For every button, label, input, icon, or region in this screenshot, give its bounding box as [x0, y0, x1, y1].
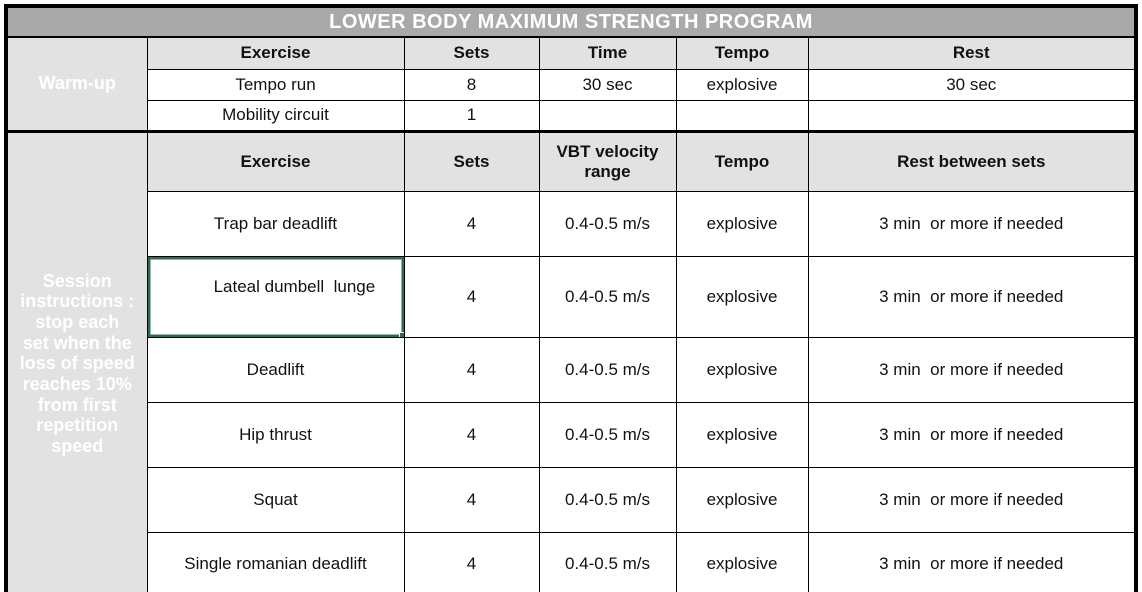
- session-row: Lateal dumbell lunge 4 0.4-0.5 m/s explo…: [6, 255, 1137, 338]
- rest-cell[interactable]: 3 min or more if needed: [807, 255, 1137, 338]
- rest-cell[interactable]: 3 min or more if needed: [807, 190, 1137, 257]
- session-row: Deadlift 4 0.4-0.5 m/s explosive 3 min o…: [6, 336, 1137, 403]
- velocity-cell[interactable]: 0.4-0.5 m/s: [538, 336, 677, 403]
- rest-cell[interactable]: 3 min or more if needed: [807, 466, 1137, 533]
- warmup-header-exercise[interactable]: Exercise: [146, 36, 405, 70]
- sets-cell[interactable]: 4: [403, 336, 540, 403]
- warmup-row: Tempo run 8 30 sec explosive 30 sec: [6, 68, 1137, 101]
- velocity-cell[interactable]: 0.4-0.5 m/s: [538, 531, 677, 592]
- exexercise-cell[interactable]: Hip thrust: [146, 401, 405, 468]
- sets-cell[interactable]: 4: [403, 190, 540, 257]
- page-title[interactable]: LOWER BODY MAXIMUM STRENGTH PROGRAM: [5, 5, 1137, 38]
- warmup-section-label[interactable]: Warm-up: [5, 36, 148, 132]
- session-row: Squat 4 0.4-0.5 m/s explosive 3 min or m…: [6, 466, 1137, 533]
- exercise-cell[interactable]: Single romanian deadlift: [146, 531, 405, 592]
- tempo-cell[interactable]: explosive: [675, 68, 809, 101]
- velocity-cell[interactable]: 0.4-0.5 m/s: [538, 401, 677, 468]
- exercise-cell[interactable]: Trap bar deadlift: [146, 190, 405, 257]
- session-header-rest[interactable]: Rest between sets: [807, 129, 1137, 192]
- session-header-exercise[interactable]: Exercise: [146, 129, 405, 192]
- warmup-header-sets[interactable]: Sets: [403, 36, 540, 70]
- sets-cell[interactable]: 1: [403, 99, 540, 132]
- exercise-cell[interactable]: Tempo run: [146, 68, 405, 101]
- tempo-cell[interactable]: [675, 99, 809, 132]
- program-table: LOWER BODY MAXIMUM STRENGTH PROGRAM Warm…: [4, 4, 1139, 592]
- rest-cell[interactable]: [807, 99, 1137, 132]
- session-row: Trap bar deadlift 4 0.4-0.5 m/s explosiv…: [6, 190, 1137, 257]
- selected-exercise-cell[interactable]: Lateal dumbell lunge: [146, 255, 405, 338]
- title-row: LOWER BODY MAXIMUM STRENGTH PROGRAM: [5, 5, 1137, 38]
- time-cell[interactable]: [538, 99, 677, 132]
- velocity-cell[interactable]: 0.4-0.5 m/s: [538, 466, 677, 533]
- session-header-velocity[interactable]: VBT velocity range: [538, 129, 677, 192]
- warmup-row: Mobility circuit 1: [6, 99, 1137, 132]
- warmup-header-row: Warm-up Exercise Sets Time Tempo Rest: [5, 36, 1137, 132]
- session-row: Single romanian deadlift 4 0.4-0.5 m/s e…: [6, 531, 1137, 592]
- rest-cell[interactable]: 3 min or more if needed: [807, 531, 1137, 592]
- selected-cell-text: Lateal dumbell lunge: [213, 276, 376, 296]
- exercise-cell[interactable]: Squat: [146, 466, 405, 533]
- session-header-tempo[interactable]: Tempo: [675, 129, 809, 192]
- tempo-cell[interactable]: explosive: [675, 255, 809, 338]
- session-header-row: Session instructions : stop each set whe…: [5, 129, 1137, 592]
- session-instructions-label[interactable]: Session instructions : stop each set whe…: [5, 129, 148, 592]
- exercise-cell[interactable]: Mobility circuit: [146, 99, 405, 132]
- rest-cell[interactable]: 30 sec: [807, 68, 1137, 101]
- tempo-cell[interactable]: explosive: [675, 466, 809, 533]
- rest-cell[interactable]: 3 min or more if needed: [807, 401, 1137, 468]
- exercise-cell[interactable]: Deadlift: [146, 336, 405, 403]
- session-row: Hip thrust 4 0.4-0.5 m/s explosive 3 min…: [6, 401, 1137, 468]
- fill-handle-icon[interactable]: [398, 331, 403, 336]
- sets-cell[interactable]: 8: [403, 68, 540, 101]
- sets-cell[interactable]: 4: [403, 401, 540, 468]
- sets-cell[interactable]: 4: [403, 466, 540, 533]
- tempo-cell[interactable]: explosive: [675, 531, 809, 592]
- tempo-cell[interactable]: explosive: [675, 336, 809, 403]
- sets-cell[interactable]: 4: [403, 531, 540, 592]
- warmup-header-tempo[interactable]: Tempo: [675, 36, 809, 70]
- tempo-cell[interactable]: explosive: [675, 190, 809, 257]
- warmup-header-rest[interactable]: Rest: [807, 36, 1137, 70]
- velocity-cell[interactable]: 0.4-0.5 m/s: [538, 190, 677, 257]
- velocity-cell[interactable]: 0.4-0.5 m/s: [538, 255, 677, 338]
- sets-cell[interactable]: 4: [403, 255, 540, 338]
- session-header-sets[interactable]: Sets: [403, 129, 540, 192]
- tempo-cell[interactable]: explosive: [675, 401, 809, 468]
- rest-cell[interactable]: 3 min or more if needed: [807, 336, 1137, 403]
- time-cell[interactable]: 30 sec: [538, 68, 677, 101]
- warmup-header-time[interactable]: Time: [538, 36, 677, 70]
